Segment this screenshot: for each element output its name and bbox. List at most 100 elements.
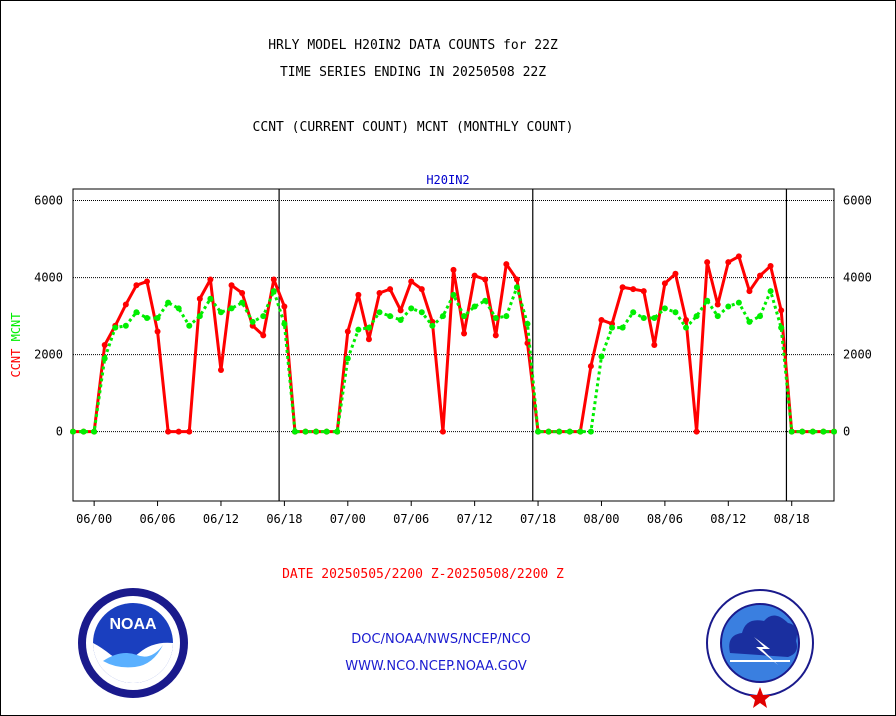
- data-point-mcnt: [683, 324, 690, 331]
- x-tick-label: 07/06: [393, 512, 429, 526]
- data-point-mcnt: [281, 320, 288, 327]
- y-tick-label-left: 2000: [34, 348, 63, 362]
- data-point-mcnt: [239, 299, 246, 306]
- data-point-mcnt: [175, 305, 182, 312]
- data-point-ccnt: [154, 328, 161, 335]
- data-point-ccnt: [492, 332, 499, 339]
- data-point-ccnt: [122, 301, 129, 308]
- x-tick-label: 06/18: [266, 512, 302, 526]
- data-point-mcnt: [186, 322, 193, 329]
- data-point-ccnt: [439, 428, 446, 435]
- data-point-ccnt: [408, 278, 415, 285]
- x-tick-label: 06/06: [139, 512, 175, 526]
- y-axis-label-ccnt: CCNT: [9, 341, 23, 377]
- data-point-mcnt: [820, 428, 827, 435]
- data-point-mcnt: [397, 316, 404, 323]
- data-point-mcnt: [70, 428, 76, 435]
- data-point-mcnt: [418, 309, 425, 316]
- data-point-mcnt: [91, 428, 98, 435]
- data-point-mcnt: [535, 428, 542, 435]
- data-point-mcnt: [143, 315, 150, 322]
- data-point-mcnt: [122, 322, 129, 329]
- data-point-ccnt: [767, 263, 774, 270]
- data-point-ccnt: [165, 428, 172, 435]
- y-tick-label-right: 6000: [843, 194, 872, 208]
- data-point-ccnt: [598, 316, 605, 323]
- data-point-mcnt: [323, 428, 330, 435]
- data-point-ccnt: [260, 332, 267, 339]
- footer-url-line[interactable]: WWW.NCO.NCEP.NOAA.GOV: [345, 659, 527, 674]
- data-point-mcnt: [302, 428, 309, 435]
- data-point-mcnt: [334, 428, 341, 435]
- plot-frame: [72, 188, 835, 502]
- data-point-mcnt: [228, 305, 235, 312]
- data-point-mcnt: [429, 322, 436, 329]
- nws-logo: [706, 589, 814, 708]
- data-point-ccnt: [207, 276, 214, 283]
- data-point-ccnt: [186, 428, 193, 435]
- data-point-ccnt: [471, 272, 478, 279]
- data-point-mcnt: [249, 318, 256, 325]
- series-line-mcnt: [73, 285, 834, 434]
- data-point-mcnt: [767, 288, 774, 295]
- data-point-mcnt: [831, 428, 837, 435]
- data-point-ccnt: [175, 428, 182, 435]
- data-point-mcnt: [757, 313, 764, 320]
- data-point-mcnt: [408, 305, 415, 312]
- data-point-mcnt: [672, 309, 679, 316]
- data-point-ccnt: [619, 284, 626, 291]
- data-point-mcnt: [270, 288, 277, 295]
- y-tick-label-right: 2000: [843, 348, 872, 362]
- data-point-mcnt: [809, 428, 816, 435]
- data-point-ccnt: [672, 270, 679, 277]
- data-point-mcnt: [725, 303, 732, 310]
- plot-title: H20IN2: [426, 173, 469, 187]
- data-point-ccnt: [587, 363, 594, 370]
- data-point-mcnt: [260, 313, 267, 320]
- data-point-ccnt: [217, 367, 224, 374]
- data-point-mcnt: [344, 355, 351, 362]
- data-point-mcnt: [524, 320, 531, 327]
- data-point-mcnt: [714, 313, 721, 320]
- y-tick-label-left: 6000: [34, 194, 63, 208]
- data-point-mcnt: [80, 428, 87, 435]
- chart-title-line-2: TIME SERIES ENDING IN 20250508 22Z: [279, 65, 547, 80]
- data-point-ccnt: [630, 286, 637, 293]
- data-point-ccnt: [365, 336, 372, 343]
- data-point-ccnt: [450, 266, 457, 273]
- data-point-ccnt: [735, 253, 742, 260]
- data-point-ccnt: [387, 286, 394, 293]
- y-tick-label-right: 4000: [843, 271, 872, 285]
- x-tick-label: 06/00: [76, 512, 112, 526]
- data-point-mcnt: [704, 297, 711, 304]
- y-axis-label: CCNT MCNT: [9, 312, 23, 377]
- data-point-mcnt: [503, 313, 510, 320]
- y-tick-label-left: 0: [56, 425, 63, 439]
- data-point-mcnt: [313, 428, 320, 435]
- data-point-ccnt: [270, 276, 277, 283]
- data-point-ccnt: [661, 280, 668, 287]
- data-point-mcnt: [651, 315, 658, 322]
- data-point-mcnt: [577, 428, 584, 435]
- data-point-ccnt: [513, 276, 520, 283]
- data-point-mcnt: [492, 315, 499, 322]
- data-point-mcnt: [609, 324, 616, 331]
- data-point-mcnt: [545, 428, 552, 435]
- data-point-mcnt: [461, 313, 468, 320]
- y-axis-label-mcnt: MCNT: [9, 312, 23, 341]
- x-tick-label: 08/06: [647, 512, 683, 526]
- data-point-ccnt: [461, 330, 468, 337]
- x-tick-label: 08/18: [774, 512, 810, 526]
- data-point-ccnt: [714, 301, 721, 308]
- data-point-ccnt: [133, 282, 140, 289]
- data-point-mcnt: [291, 428, 298, 435]
- data-point-mcnt: [598, 353, 605, 360]
- data-point-mcnt: [587, 428, 594, 435]
- data-point-mcnt: [112, 324, 119, 331]
- data-point-mcnt: [566, 428, 573, 435]
- y-tick-label-left: 4000: [34, 271, 63, 285]
- data-point-ccnt: [757, 272, 764, 279]
- data-point-ccnt: [693, 428, 700, 435]
- data-point-mcnt: [788, 428, 795, 435]
- data-point-ccnt: [239, 290, 246, 296]
